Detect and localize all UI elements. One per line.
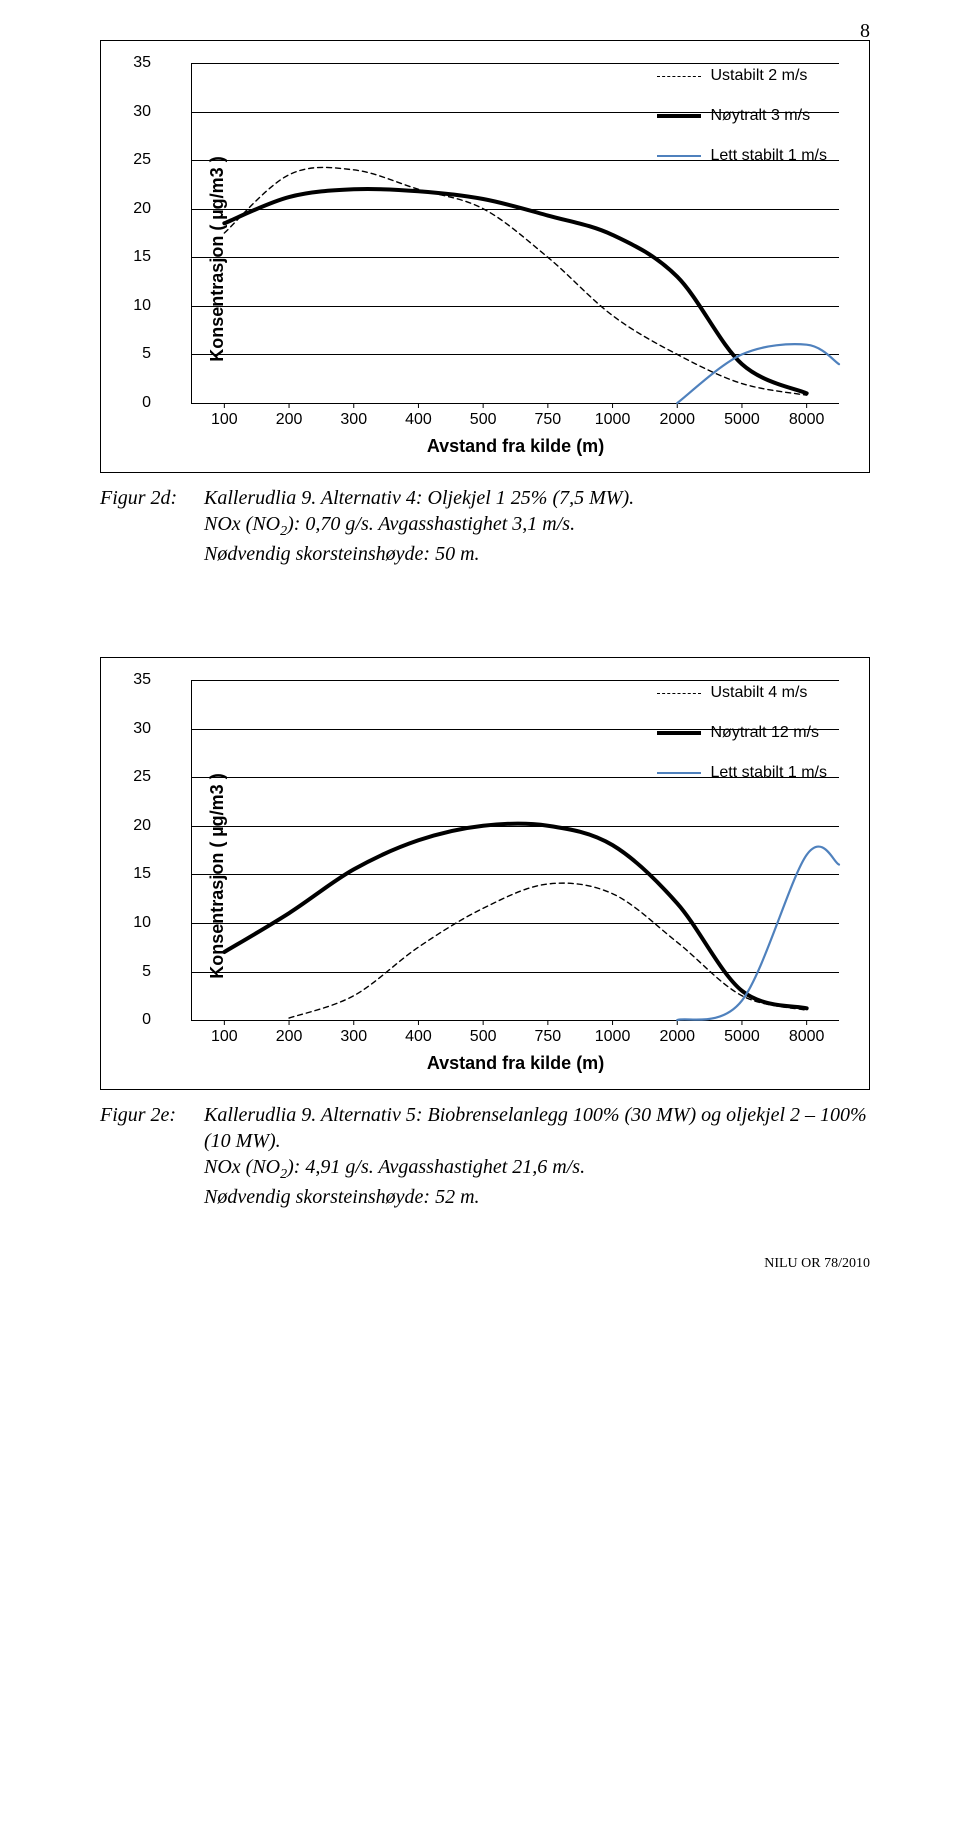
ytick: 5 bbox=[117, 345, 151, 363]
xtick-label: 2000 bbox=[659, 1028, 695, 1046]
xtick-label: 5000 bbox=[724, 1028, 760, 1046]
xtick-label: 400 bbox=[405, 1028, 432, 1046]
xtick-label: 100 bbox=[211, 411, 238, 429]
ytick: 5 bbox=[117, 963, 151, 981]
xtick-label: 1000 bbox=[595, 411, 631, 429]
caption-2-body: Kallerudlia 9. Alternativ 5: Biobrensela… bbox=[204, 1102, 870, 1210]
legend-label: Lett stabilt 1 m/s bbox=[711, 764, 828, 782]
legend-item: Lett stabilt 1 m/s bbox=[657, 147, 828, 165]
ytick: 30 bbox=[117, 720, 151, 738]
xtick-label: 300 bbox=[340, 411, 367, 429]
ytick: 20 bbox=[117, 817, 151, 835]
xtick-label: 500 bbox=[470, 411, 497, 429]
legend-swatch bbox=[657, 772, 701, 774]
ytick: 35 bbox=[117, 54, 151, 72]
chart-1-frame: Konsentrasjon ( µg/m3 ) 05101520253035 U… bbox=[100, 40, 870, 473]
xtick-label: 200 bbox=[276, 1028, 303, 1046]
ytick: 25 bbox=[117, 768, 151, 786]
xtick-label: 8000 bbox=[789, 1028, 825, 1046]
ytick: 30 bbox=[117, 103, 151, 121]
series-line bbox=[224, 189, 806, 393]
legend-swatch bbox=[657, 114, 701, 118]
xtick-label: 1000 bbox=[595, 1028, 631, 1046]
ytick: 10 bbox=[117, 914, 151, 932]
xtick-label: 2000 bbox=[659, 411, 695, 429]
xtick-label: 300 bbox=[340, 1028, 367, 1046]
caption-1-title: Kallerudlia 9. Alternativ 4: Oljekjel 1 … bbox=[204, 487, 634, 509]
ytick: 35 bbox=[117, 671, 151, 689]
chart-2-legend: Ustabilt 4 m/s Nøytralt 12 m/s Lett stabil… bbox=[657, 684, 828, 804]
ytick: 10 bbox=[117, 297, 151, 315]
chart-1-xlabel: Avstand fra kilde (m) bbox=[427, 436, 604, 457]
legend-swatch bbox=[657, 731, 701, 735]
xtick-label: 8000 bbox=[789, 411, 825, 429]
caption-2-l2-pre: NOx (NO bbox=[204, 1156, 280, 1178]
caption-2: Figur 2e: Kallerudlia 9. Alternativ 5: B… bbox=[100, 1102, 870, 1210]
xtick-label: 400 bbox=[405, 411, 432, 429]
caption-1-l2-post: ): 0,70 g/s. Avgasshastighet 3,1 m/s. bbox=[287, 513, 575, 535]
chart-2-plot: Ustabilt 4 m/s Nøytralt 12 m/s Lett stabil… bbox=[191, 680, 839, 1021]
ytick: 25 bbox=[117, 151, 151, 169]
legend-item: Ustabilt 4 m/s bbox=[657, 684, 828, 702]
footer: NILU OR 78/2010 bbox=[764, 1256, 870, 1272]
chart-1-plot: Ustabilt 2 m/s Nøytralt 3 m/s Lett stabilt… bbox=[191, 63, 839, 404]
xtick-label: 500 bbox=[470, 1028, 497, 1046]
legend-item: Ustabilt 2 m/s bbox=[657, 67, 828, 85]
caption-1-l2-pre: NOx (NO bbox=[204, 513, 280, 535]
xtick-label: 5000 bbox=[724, 411, 760, 429]
ytick: 15 bbox=[117, 865, 151, 883]
caption-2-l3: Nødvendig skorsteinshøyde: 52 m. bbox=[204, 1186, 480, 1208]
ytick: 0 bbox=[117, 394, 151, 412]
series-line bbox=[289, 883, 807, 1018]
xtick-label: 100 bbox=[211, 1028, 238, 1046]
ytick: 0 bbox=[117, 1011, 151, 1029]
series-line bbox=[677, 847, 839, 1020]
chart-2-xlabel: Avstand fra kilde (m) bbox=[427, 1053, 604, 1074]
legend-label: Nøytralt 3 m/s bbox=[711, 107, 811, 125]
caption-1-body: Kallerudlia 9. Alternativ 4: Oljekjel 1 … bbox=[204, 485, 870, 567]
legend-swatch bbox=[657, 76, 701, 77]
legend-item: Nøytralt 12 m/s bbox=[657, 724, 828, 742]
caption-1-tag: Figur 2d: bbox=[100, 485, 204, 567]
legend-item: Lett stabilt 1 m/s bbox=[657, 764, 828, 782]
chart-2-frame: Konsentrasjon ( µg/m3 ) 05101520253035 U… bbox=[100, 657, 870, 1090]
chart-1-legend: Ustabilt 2 m/s Nøytralt 3 m/s Lett stabilt… bbox=[657, 67, 828, 187]
legend-swatch bbox=[657, 693, 701, 694]
caption-1-l3: Nødvendig skorsteinshøyde: 50 m. bbox=[204, 543, 480, 565]
xtick-label: 750 bbox=[534, 411, 561, 429]
ytick: 15 bbox=[117, 248, 151, 266]
caption-2-title: Kallerudlia 9. Alternativ 5: Biobrensela… bbox=[204, 1104, 867, 1152]
xtick-label: 200 bbox=[276, 411, 303, 429]
xtick-label: 750 bbox=[534, 1028, 561, 1046]
legend-label: Nøytralt 12 m/s bbox=[711, 724, 819, 742]
series-line bbox=[224, 824, 806, 1009]
legend-label: Ustabilt 2 m/s bbox=[711, 67, 808, 85]
legend-swatch bbox=[657, 155, 701, 157]
legend-label: Ustabilt 4 m/s bbox=[711, 684, 808, 702]
caption-2-tag: Figur 2e: bbox=[100, 1102, 204, 1210]
caption-2-l2-post: ): 4,91 g/s. Avgasshastighet 21,6 m/s. bbox=[287, 1156, 585, 1178]
legend-label: Lett stabilt 1 m/s bbox=[711, 147, 828, 165]
legend-item: Nøytralt 3 m/s bbox=[657, 107, 828, 125]
page-number: 8 bbox=[860, 20, 870, 43]
caption-1: Figur 2d: Kallerudlia 9. Alternativ 4: O… bbox=[100, 485, 870, 567]
ytick: 20 bbox=[117, 200, 151, 218]
series-line bbox=[224, 167, 806, 395]
